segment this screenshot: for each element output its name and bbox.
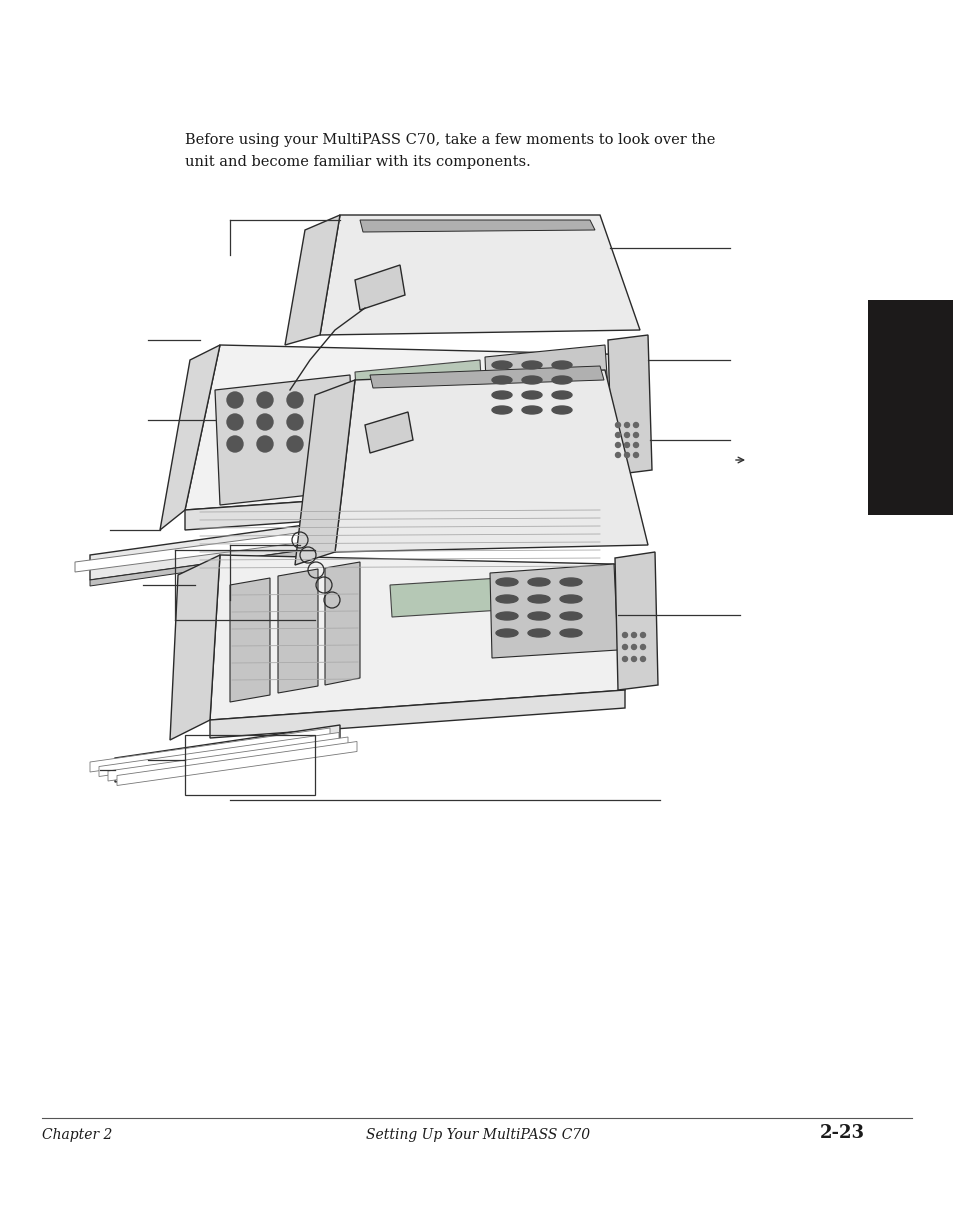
Circle shape: [639, 632, 645, 638]
Circle shape: [624, 432, 629, 438]
Ellipse shape: [492, 391, 512, 399]
Circle shape: [622, 644, 627, 649]
Text: unit and become familiar with its components.: unit and become familiar with its compon…: [185, 155, 530, 169]
Circle shape: [639, 656, 645, 661]
Ellipse shape: [527, 595, 550, 602]
Polygon shape: [108, 737, 348, 782]
Circle shape: [615, 443, 619, 448]
Circle shape: [624, 422, 629, 427]
Circle shape: [256, 436, 273, 452]
Polygon shape: [615, 552, 658, 690]
Text: Chapter 2: Chapter 2: [42, 1128, 112, 1142]
Circle shape: [256, 391, 273, 409]
Polygon shape: [185, 480, 609, 530]
Bar: [185, 735, 314, 795]
Circle shape: [624, 443, 629, 448]
Polygon shape: [359, 220, 595, 232]
Circle shape: [633, 443, 638, 448]
Circle shape: [287, 436, 303, 452]
Circle shape: [615, 432, 619, 438]
Polygon shape: [99, 733, 338, 777]
Polygon shape: [160, 345, 220, 530]
Ellipse shape: [552, 361, 572, 369]
Polygon shape: [370, 366, 603, 388]
Circle shape: [633, 453, 638, 458]
Text: Before using your MultiPASS C70, take a few moments to look over the: Before using your MultiPASS C70, take a …: [185, 133, 715, 147]
Circle shape: [615, 422, 619, 427]
Polygon shape: [355, 360, 481, 407]
Bar: [867, 299, 953, 515]
Polygon shape: [484, 345, 609, 432]
Circle shape: [622, 656, 627, 661]
Ellipse shape: [559, 578, 581, 587]
Ellipse shape: [496, 612, 517, 620]
Ellipse shape: [552, 391, 572, 399]
Circle shape: [631, 656, 636, 661]
Circle shape: [633, 422, 638, 427]
Ellipse shape: [496, 595, 517, 602]
Polygon shape: [294, 380, 355, 564]
Polygon shape: [277, 569, 317, 693]
Ellipse shape: [552, 375, 572, 384]
Polygon shape: [115, 725, 339, 782]
Polygon shape: [210, 555, 655, 720]
Ellipse shape: [492, 375, 512, 384]
Circle shape: [639, 644, 645, 649]
Polygon shape: [390, 578, 501, 617]
Ellipse shape: [521, 375, 541, 384]
Polygon shape: [75, 530, 319, 572]
Polygon shape: [355, 265, 405, 310]
Polygon shape: [185, 345, 644, 510]
Ellipse shape: [492, 361, 512, 369]
Polygon shape: [607, 335, 651, 475]
Polygon shape: [90, 545, 339, 587]
Polygon shape: [490, 564, 618, 658]
Ellipse shape: [496, 578, 517, 587]
Polygon shape: [214, 375, 355, 506]
Circle shape: [631, 644, 636, 649]
Circle shape: [615, 453, 619, 458]
Polygon shape: [210, 690, 624, 737]
Circle shape: [227, 413, 243, 429]
Ellipse shape: [521, 406, 541, 413]
Ellipse shape: [559, 595, 581, 602]
Ellipse shape: [552, 406, 572, 413]
Circle shape: [287, 391, 303, 409]
Circle shape: [631, 632, 636, 638]
Ellipse shape: [559, 612, 581, 620]
Polygon shape: [230, 578, 270, 702]
Circle shape: [227, 391, 243, 409]
Polygon shape: [170, 555, 220, 740]
Ellipse shape: [521, 361, 541, 369]
Circle shape: [227, 436, 243, 452]
Text: Setting Up Your MultiPASS C70: Setting Up Your MultiPASS C70: [366, 1128, 590, 1142]
Ellipse shape: [527, 612, 550, 620]
Ellipse shape: [521, 391, 541, 399]
Circle shape: [622, 632, 627, 638]
Circle shape: [633, 432, 638, 438]
Polygon shape: [285, 215, 339, 345]
Polygon shape: [365, 412, 413, 453]
Ellipse shape: [527, 578, 550, 587]
Polygon shape: [90, 728, 330, 772]
Circle shape: [287, 413, 303, 429]
Polygon shape: [325, 562, 359, 685]
Ellipse shape: [559, 629, 581, 637]
Polygon shape: [90, 520, 339, 580]
Polygon shape: [117, 741, 356, 785]
Ellipse shape: [492, 406, 512, 413]
Circle shape: [624, 453, 629, 458]
Text: 2-23: 2-23: [820, 1124, 864, 1142]
Ellipse shape: [527, 629, 550, 637]
Ellipse shape: [496, 629, 517, 637]
Polygon shape: [335, 371, 647, 552]
Polygon shape: [319, 215, 639, 335]
Circle shape: [256, 413, 273, 429]
